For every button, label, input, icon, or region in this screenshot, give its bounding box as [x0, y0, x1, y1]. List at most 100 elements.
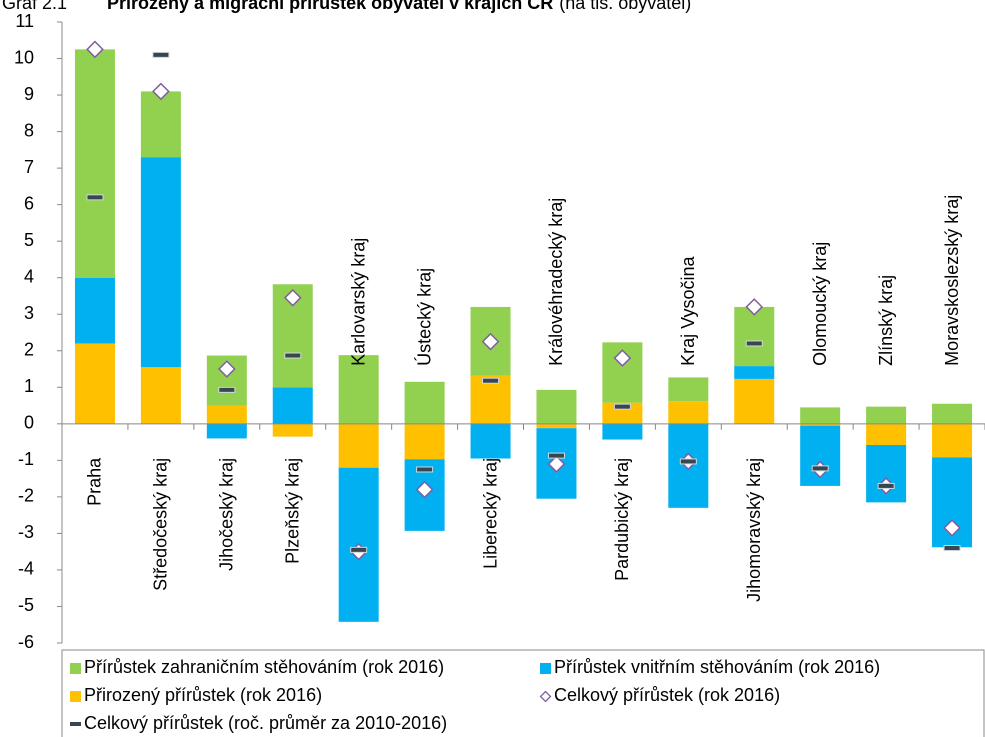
bar-segment: [404, 423, 445, 460]
x-tick-label: Olomoucký kraj: [810, 242, 830, 366]
bar-segment: [800, 423, 841, 426]
y-tick-label: -2: [18, 486, 34, 506]
bar-segment: [470, 423, 511, 459]
x-tick-label: Plzeňský kraj: [283, 458, 303, 564]
average-marker: [877, 482, 895, 489]
average-marker: [284, 352, 302, 359]
legend-label: Přirozený přírůstek (rok 2016): [84, 685, 322, 705]
average-marker: [547, 452, 565, 459]
bar-segment: [602, 423, 643, 440]
legend-label: Celkový přírůstek (rok 2016): [554, 685, 780, 705]
legend-label: Celkový přírůstek (roč. průměr za 2010-2…: [84, 713, 447, 733]
legend-label: Přírůstek vnitřním stěhováním (rok 2016): [554, 657, 880, 677]
legend-swatch: [70, 722, 81, 726]
bar-segment: [734, 378, 775, 424]
bar-segment: [140, 157, 181, 368]
bar-segment: [404, 381, 445, 424]
bar-segment: [140, 91, 181, 158]
y-tick-label: -3: [18, 522, 34, 542]
title-label: Graf 2.1: [2, 0, 67, 13]
y-tick-label: -4: [18, 559, 34, 579]
bar-segment: [602, 402, 643, 424]
average-marker: [218, 386, 236, 393]
bar-segment: [272, 423, 313, 437]
x-tick-label: Pardubický kraj: [612, 458, 632, 581]
total-marker: [745, 298, 764, 316]
x-tick-label: Jihomoravský kraj: [744, 458, 764, 602]
x-tick-label: Zlínský kraj: [876, 275, 896, 366]
average-marker: [943, 545, 961, 552]
x-tick-label: Jihočeský kraj: [217, 458, 237, 571]
y-tick-label: -1: [18, 449, 34, 469]
total-marker: [152, 82, 170, 101]
total-marker: [217, 360, 236, 378]
bar-segment: [206, 423, 247, 439]
average-marker: [745, 340, 763, 347]
average-marker: [86, 194, 104, 201]
bar-segment: [74, 343, 115, 424]
bar-segment: [74, 49, 115, 278]
total-marker: [283, 288, 302, 307]
average-marker: [482, 377, 500, 384]
y-tick-label: 1: [24, 376, 34, 396]
x-tick-label: Královéhradecký kraj: [546, 198, 566, 366]
average-marker: [152, 51, 170, 58]
bar-segment: [866, 406, 907, 424]
title-unit: (na tis. obyvatel): [559, 0, 691, 13]
y-tick-label: 9: [24, 84, 34, 104]
total-marker: [547, 455, 566, 473]
legend-swatch: [540, 663, 551, 674]
y-tick-label: 7: [24, 157, 34, 177]
average-marker: [350, 546, 368, 553]
average-marker: [679, 458, 697, 465]
y-tick-label: -6: [18, 632, 34, 652]
total-marker: [613, 349, 632, 367]
bar-segment: [734, 366, 775, 379]
y-tick-label: 11: [15, 11, 34, 31]
y-tick-label: 6: [24, 193, 34, 213]
average-marker: [416, 466, 434, 473]
x-tick-label: Liberecký kraj: [480, 458, 500, 569]
chart-title: Graf 2.1 Přirozený a migrační přírůstek o…: [2, 0, 691, 13]
y-tick-label: 2: [24, 340, 34, 360]
legend-swatch: [70, 663, 81, 674]
bar-segment: [338, 423, 379, 468]
bar-segment: [800, 407, 841, 424]
total-marker: [415, 480, 434, 499]
bar-segment: [536, 423, 577, 429]
bar-segment: [272, 387, 313, 424]
y-tick-label: 8: [24, 120, 34, 140]
x-tick-label: Moravskoslezský kraj: [942, 195, 962, 366]
y-tick-label: 0: [24, 413, 34, 433]
bar-segment: [932, 403, 973, 424]
legend-swatch: [70, 691, 81, 702]
average-marker: [811, 465, 829, 472]
bar-segment: [932, 423, 973, 458]
y-tick-label: 10: [14, 47, 34, 67]
x-tick-label: Karlovarský kraj: [348, 238, 368, 366]
x-tick-label: Středočeský kraj: [151, 458, 171, 591]
y-tick-label: -5: [18, 595, 34, 615]
y-tick-label: 5: [24, 230, 34, 250]
bar-segment: [206, 405, 247, 424]
bar-segment: [536, 389, 577, 424]
bar-segment: [74, 277, 115, 344]
legend-frame: [61, 649, 985, 737]
legend-swatch: [539, 690, 552, 703]
x-tick-label: Kraj Vysočina: [678, 255, 698, 365]
bar-segment: [338, 355, 379, 424]
bar-segment: [668, 401, 709, 424]
y-tick-label: 4: [24, 266, 34, 286]
x-tick-label: Ústecký kraj: [413, 268, 434, 366]
total-marker: [86, 40, 104, 59]
total-marker: [481, 332, 500, 351]
total-marker: [943, 519, 961, 537]
average-marker: [613, 403, 631, 410]
legend-label: Přírůstek zahraničním stěhováním (rok 20…: [84, 657, 444, 677]
y-tick-label: 3: [24, 303, 34, 323]
bar-segment: [140, 367, 181, 424]
bar-segment: [866, 423, 907, 446]
x-tick-label: Praha: [85, 457, 105, 506]
bar-segment: [668, 377, 709, 402]
